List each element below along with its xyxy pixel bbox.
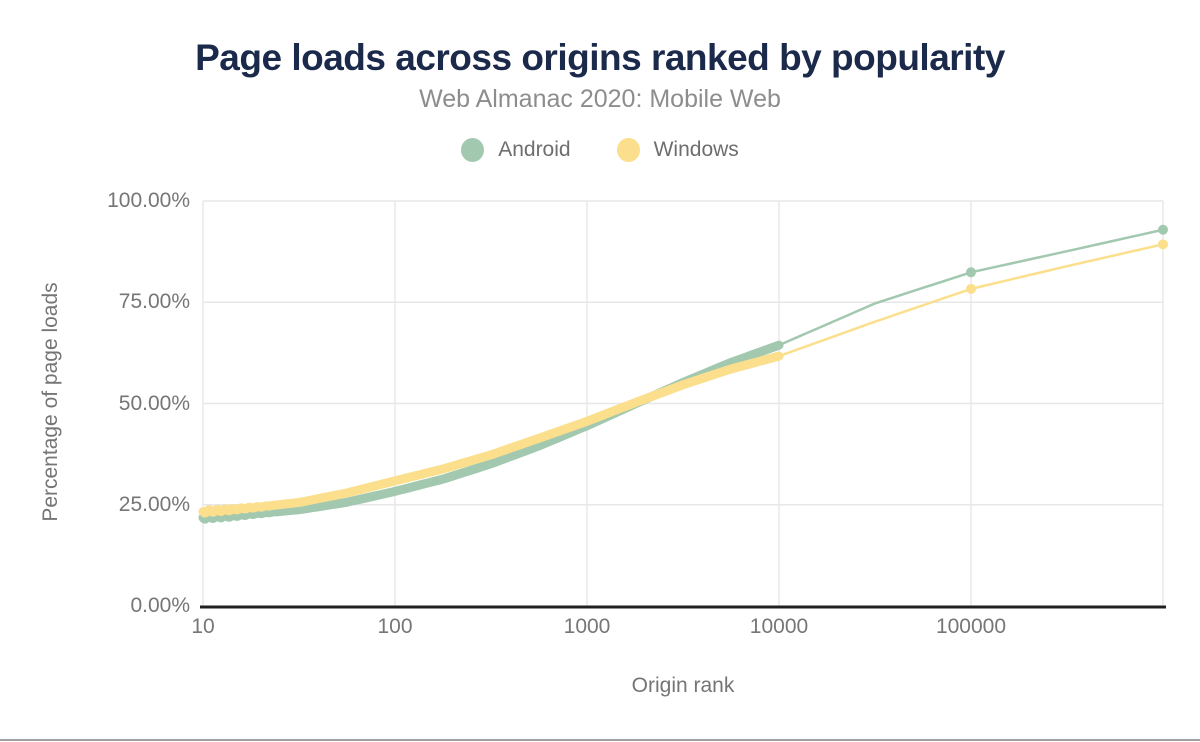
y-tick-label: 0.00% [130, 594, 190, 617]
legend-swatch-icon [461, 138, 485, 162]
legend-item-windows[interactable]: Windows [616, 138, 739, 162]
y-tick-label: 25.00% [118, 492, 190, 516]
x-axis-title: Origin rank [631, 674, 735, 697]
series-band-windows [198, 351, 784, 518]
legend: Android Windows [0, 136, 1200, 164]
data-point-windows[interactable] [966, 283, 976, 294]
chart-subtitle: Web Almanac 2020: Mobile Web [419, 85, 781, 113]
data-point-android[interactable] [1158, 224, 1168, 235]
legend-label: Android [498, 138, 571, 161]
x-tick-label: 100 [377, 615, 413, 638]
x-tick-label: 10000 [749, 615, 809, 638]
bottom-divider [0, 739, 1200, 741]
legend-swatch-icon [616, 138, 640, 162]
chart-title: Page loads across origins ranked by popu… [195, 37, 1005, 78]
x-tick-label: 100000 [935, 615, 1007, 638]
data-point-android[interactable] [966, 267, 976, 278]
y-tick-label: 75.00% [118, 290, 190, 314]
x-tick-label: 1000 [563, 615, 611, 638]
data-point-windows[interactable] [1158, 239, 1168, 250]
y-tick-label: 50.00% [118, 391, 190, 415]
series-band-android [198, 340, 784, 524]
y-tick-label: 100.00% [107, 189, 190, 212]
legend-label: Windows [653, 138, 739, 161]
legend-item-android[interactable]: Android [461, 138, 571, 162]
x-tick-label: 10 [191, 615, 215, 638]
